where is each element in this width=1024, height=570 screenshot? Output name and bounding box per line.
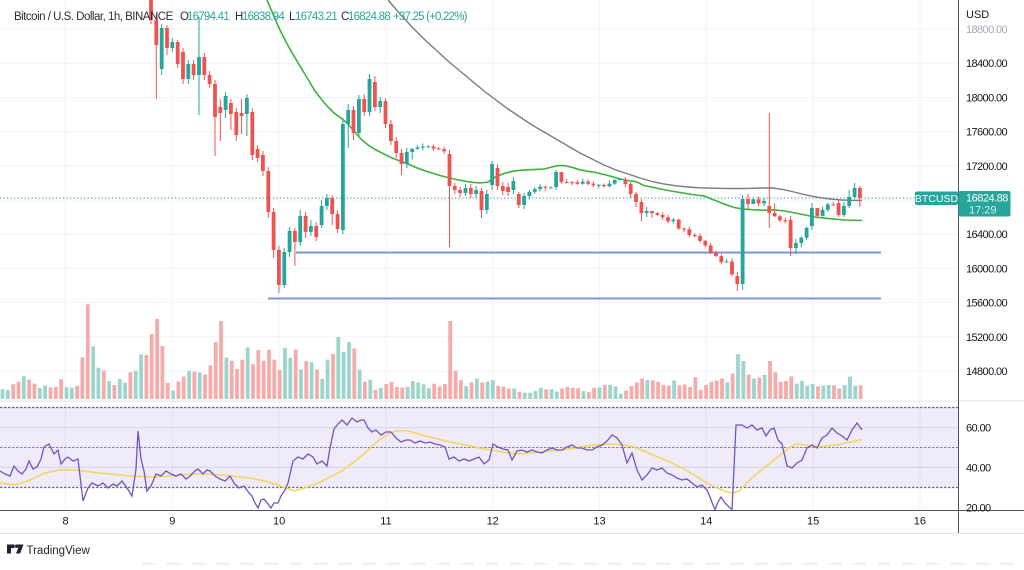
svg-text:8: 8 [62, 516, 68, 528]
svg-text:+37.25 (+0.22%): +37.25 (+0.22%) [393, 11, 468, 23]
svg-text:16794.41: 16794.41 [187, 11, 229, 23]
svg-text:13: 13 [593, 516, 605, 528]
svg-text:12: 12 [487, 516, 499, 528]
svg-text:17600.00: 17600.00 [966, 127, 1008, 139]
svg-text:L: L [289, 11, 296, 23]
svg-text:16000.00: 16000.00 [966, 263, 1008, 275]
svg-text:16: 16 [914, 516, 926, 528]
svg-text:16743.21: 16743.21 [295, 11, 337, 23]
svg-text:16838.94: 16838.94 [242, 11, 285, 23]
svg-text:60.00: 60.00 [966, 423, 991, 435]
svg-text:16400.00: 16400.00 [966, 229, 1008, 241]
svg-text:18800.00: 18800.00 [966, 24, 1008, 36]
svg-text:9: 9 [169, 516, 175, 528]
svg-text:BTCUSD: BTCUSD [915, 193, 959, 205]
svg-text:16824.88: 16824.88 [348, 11, 390, 23]
svg-text:Bitcoin / U.S. Dollar, 1h, BIN: Bitcoin / U.S. Dollar, 1h, BINANCE [14, 11, 174, 23]
svg-text:17:29: 17:29 [969, 205, 997, 217]
svg-text:USD: USD [966, 9, 989, 21]
svg-text:17200.00: 17200.00 [966, 161, 1008, 173]
svg-text:10: 10 [273, 516, 285, 528]
svg-text:14800.00: 14800.00 [966, 366, 1008, 378]
svg-text:15200.00: 15200.00 [966, 332, 1008, 344]
svg-text:H: H [235, 11, 243, 23]
svg-text:18400.00: 18400.00 [966, 58, 1008, 70]
svg-text:TradingView: TradingView [27, 545, 91, 557]
svg-text:20.00: 20.00 [966, 503, 991, 515]
svg-text:11: 11 [380, 516, 391, 528]
svg-text:40.00: 40.00 [966, 463, 991, 475]
svg-text:O: O [180, 11, 189, 23]
svg-text:15: 15 [807, 516, 819, 528]
svg-text:14: 14 [700, 516, 712, 528]
svg-text:18000.00: 18000.00 [966, 92, 1008, 104]
svg-text:C: C [341, 11, 349, 23]
svg-text:15600.00: 15600.00 [966, 298, 1008, 310]
svg-text:16824.88: 16824.88 [966, 193, 1008, 205]
